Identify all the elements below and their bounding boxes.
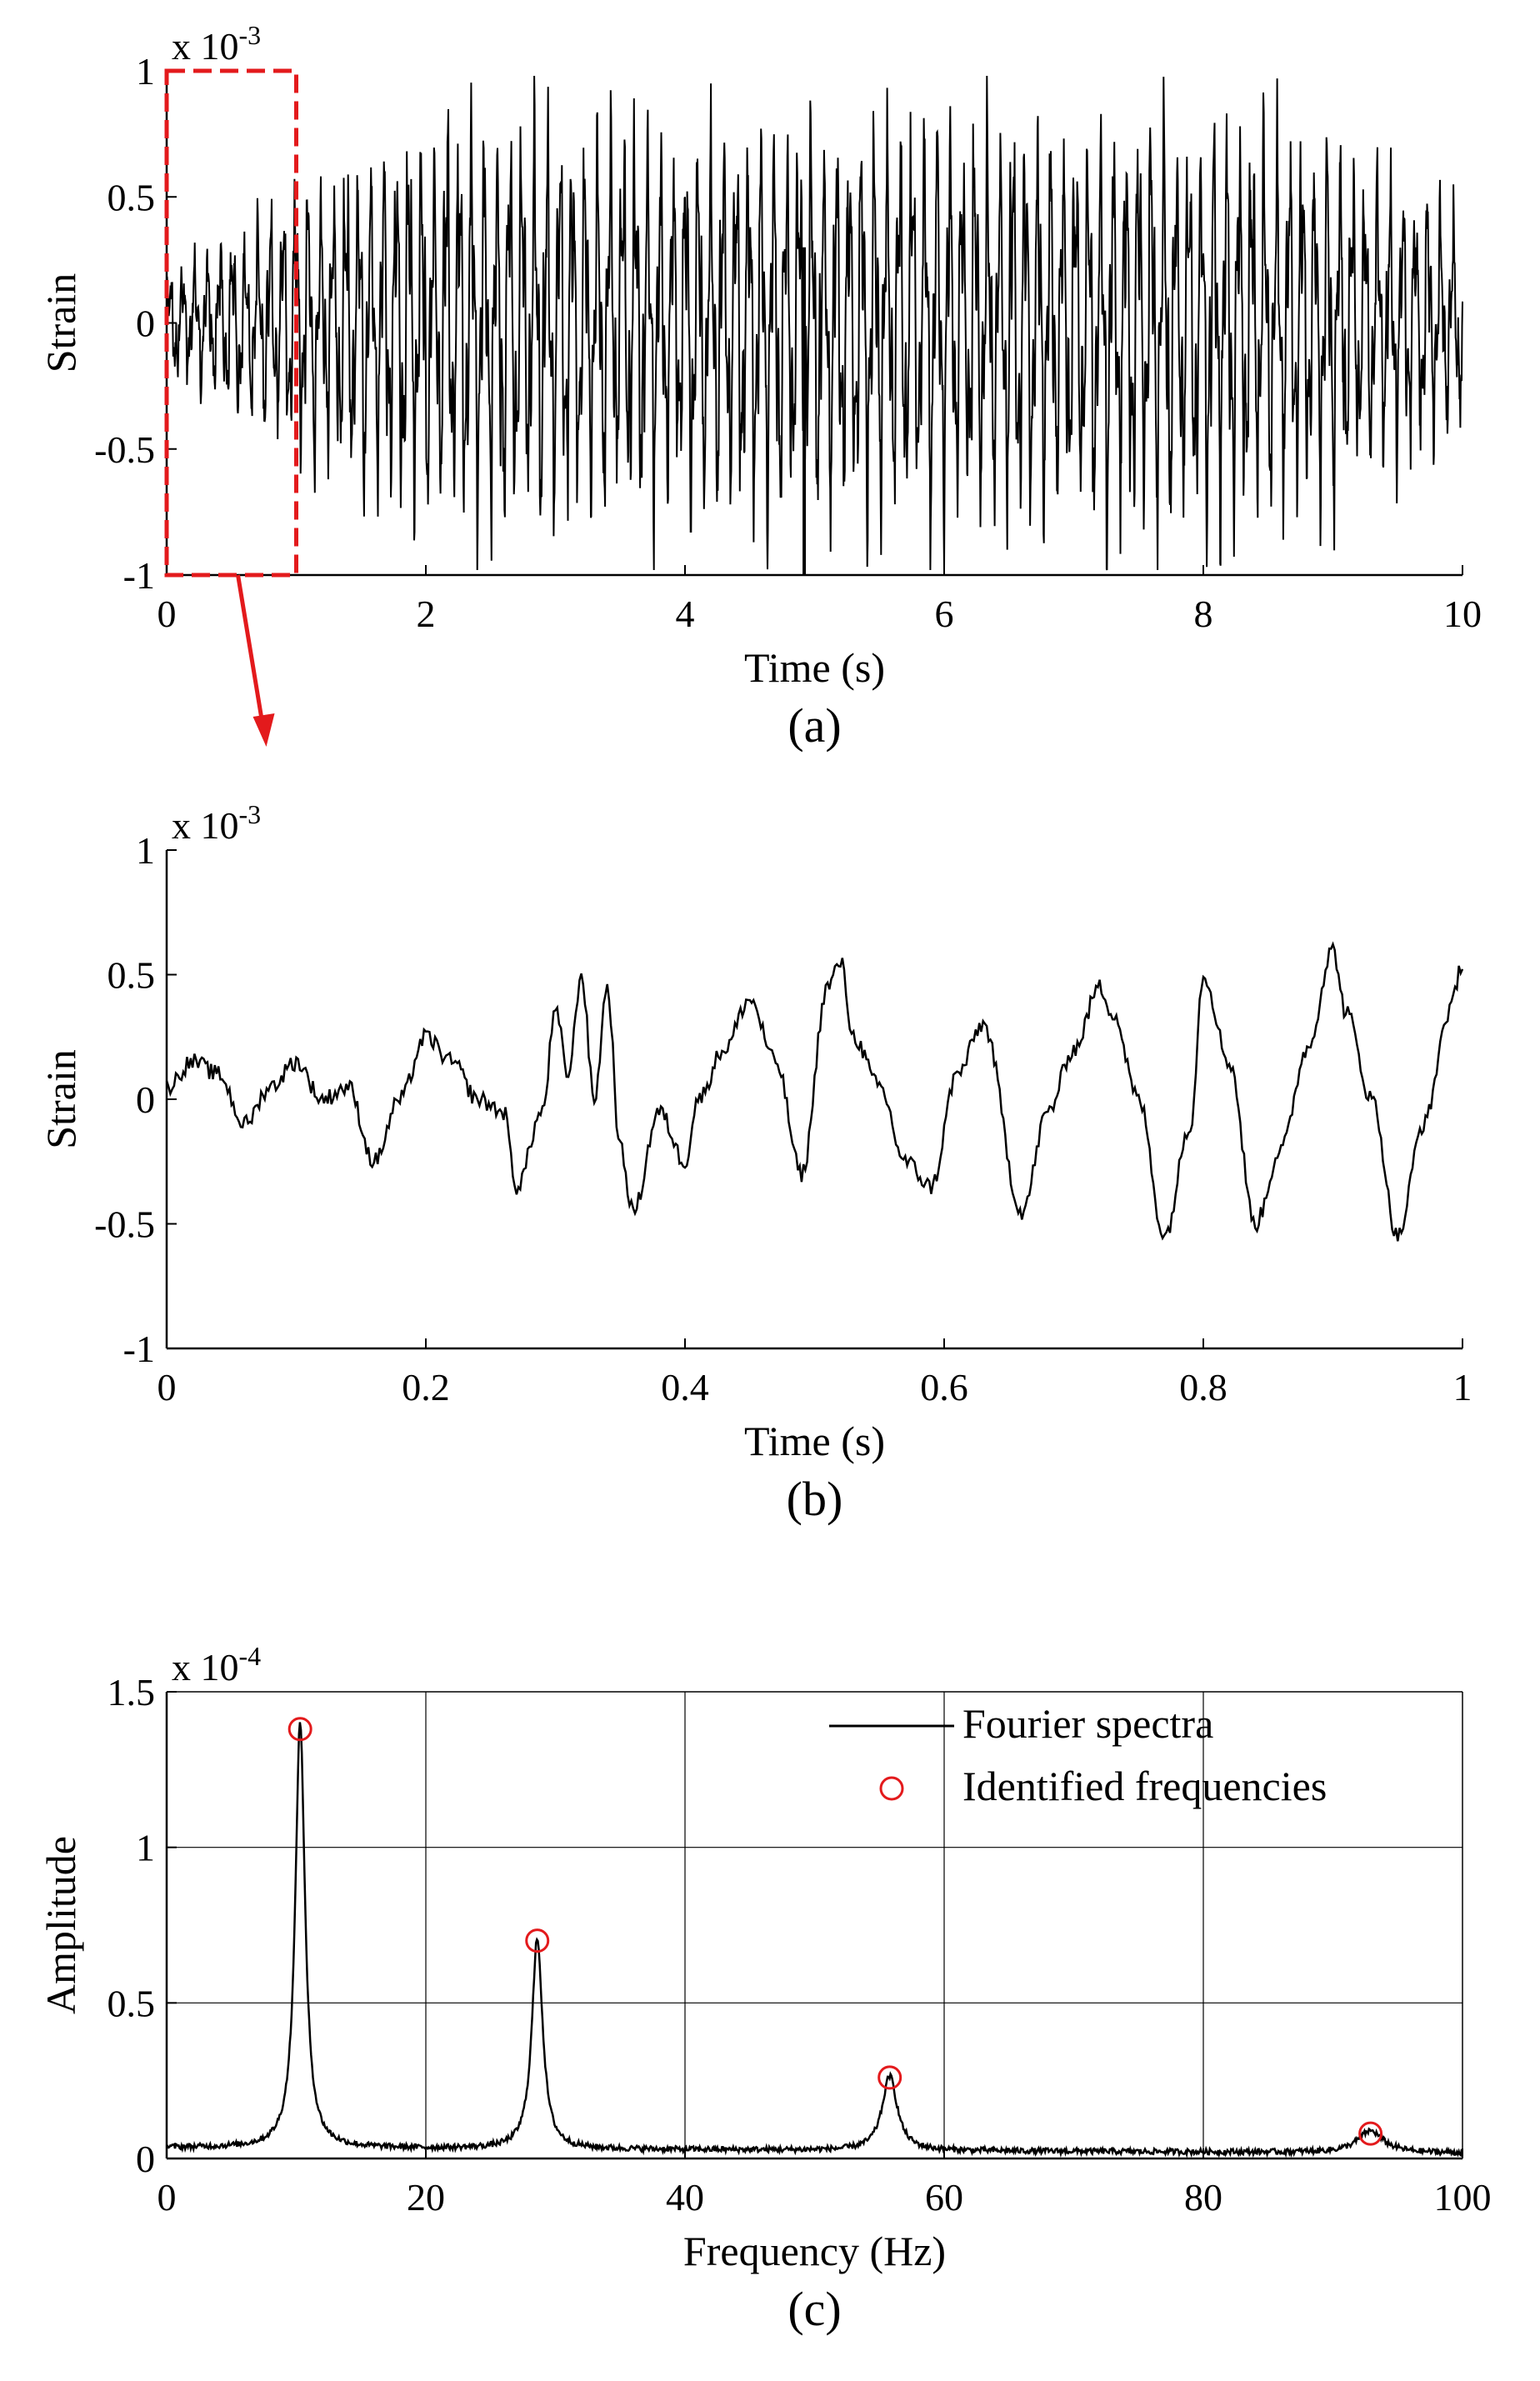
panel-c-ytick-label: 0.5 [108, 1982, 156, 2024]
zoom-arrowhead [252, 713, 275, 747]
panel-c: 0 20 40 60 80 100 0 0.5 1 1.5 Amplitude Frequency… [38, 1641, 1492, 2336]
panel-a-ytick-label: -0.5 [94, 428, 155, 471]
panel-c-multiplier: x 10-4 [172, 1641, 261, 1688]
panel-a-multiplier: x 10-3 [172, 20, 261, 68]
legend-label-identified: Identified frequencies [962, 1763, 1327, 1809]
panel-b-ytick-label: 0 [136, 1078, 155, 1121]
panel-a-xtick-label: 6 [935, 593, 954, 635]
panel-c-multiplier-base: x 10 [172, 1646, 239, 1688]
panel-b-strain-line [165, 941, 1464, 1242]
panel-b-xtick-label: 0 [158, 1366, 177, 1408]
legend-circle-swatch [879, 1776, 904, 1801]
panel-a-xlabel: Time (s) [744, 644, 885, 691]
panel-b-xtick-label: 0.6 [920, 1366, 968, 1408]
panel-c-xlabel: Frequency (Hz) [683, 2228, 946, 2274]
fourier-spectrum-line [165, 1722, 1463, 2158]
panel-a-plot: 0 2 4 6 8 10 -1 -0.5 0 0.5 1 [94, 50, 1482, 635]
panel-a-ytick-label: 0.5 [108, 176, 156, 218]
legend: Fourier spectra Identified frequencies [829, 1700, 1327, 1809]
panel-c-multiplier-exp: -4 [239, 1641, 262, 1671]
panel-c-xtick-label: 80 [1184, 2176, 1222, 2218]
panel-a-xtick-label: 10 [1443, 593, 1482, 635]
panel-b-xtick-label: 0.2 [402, 1366, 450, 1408]
panel-b-xtick-label: 0.4 [661, 1366, 709, 1408]
panel-c-ytick-label: 1.5 [108, 1671, 156, 1713]
panel-c-xtick-label: 60 [925, 2176, 963, 2218]
panel-b-multiplier-exp: -3 [239, 799, 262, 829]
panel-c-ylabel: Amplitude [38, 1836, 84, 2014]
legend-label-fourier: Fourier spectra [962, 1700, 1213, 1747]
panel-b-multiplier: x 10-3 [172, 799, 261, 847]
panel-b-plot: 0 0.2 0.4 0.6 0.8 1 -1 -0.5 0 0.5 1 [94, 829, 1472, 1408]
panel-b: 0 0.2 0.4 0.6 0.8 1 -1 -0.5 0 0.5 1 Strain Time (s… [38, 799, 1472, 1526]
panel-b-xtick-label: 1 [1453, 1366, 1472, 1408]
identified-frequency-marker [1358, 2121, 1383, 2146]
panel-a: 0 2 4 6 8 10 -1 -0.5 0 0.5 1 Strain Time (s) (a) x… [38, 20, 1482, 753]
panel-b-xtick-label: 0.8 [1179, 1366, 1228, 1408]
panel-b-label: (b) [787, 1472, 843, 1526]
panel-a-ytick-label: 0 [136, 303, 155, 345]
panel-a-multiplier-base: x 10 [172, 25, 239, 68]
panel-a-multiplier-exp: -3 [239, 20, 262, 50]
panel-b-ytick-label: -1 [123, 1328, 155, 1370]
panel-c-label: (c) [788, 2282, 841, 2336]
panel-a-xtick-label: 2 [417, 593, 436, 635]
panel-a-label: (a) [788, 698, 841, 753]
panel-a-ylabel: Strain [38, 273, 84, 373]
panel-b-multiplier-base: x 10 [172, 804, 239, 847]
panel-c-ytick-label: 1 [136, 1827, 155, 1869]
panel-b-xlabel: Time (s) [744, 1418, 885, 1464]
panel-a-ytick-label: -1 [123, 554, 155, 597]
panel-c-xtick-label: 20 [407, 2176, 445, 2218]
panel-b-ylabel: Strain [38, 1049, 84, 1148]
identified-frequency-marker [878, 2065, 902, 2090]
panel-c-xtick-label: 40 [666, 2176, 704, 2218]
panel-b-ytick-label: -0.5 [94, 1203, 155, 1246]
panel-c-xtick-label: 0 [158, 2176, 177, 2218]
identified-frequency-marker [525, 1928, 550, 1953]
panel-c-xtick-label: 100 [1434, 2176, 1492, 2218]
panel-a-xtick-label: 0 [158, 593, 177, 635]
panel-a-strain-line [166, 75, 1463, 571]
panel-a-xtick-label: 8 [1194, 593, 1213, 635]
zoom-highlight-box [164, 68, 298, 578]
panel-a-xtick-label: 4 [676, 593, 695, 635]
panel-a-ytick-label: 1 [136, 50, 155, 93]
panel-c-ytick-label: 0 [136, 2138, 155, 2180]
zoom-arrow [236, 574, 265, 728]
identified-frequency-marker [288, 1717, 312, 1742]
panel-b-ytick-label: 1 [136, 829, 155, 872]
panel-b-ytick-label: 0.5 [108, 954, 156, 997]
panel-c-plot: 0 20 40 60 80 100 0 0.5 1 1.5 [108, 1671, 1492, 2218]
